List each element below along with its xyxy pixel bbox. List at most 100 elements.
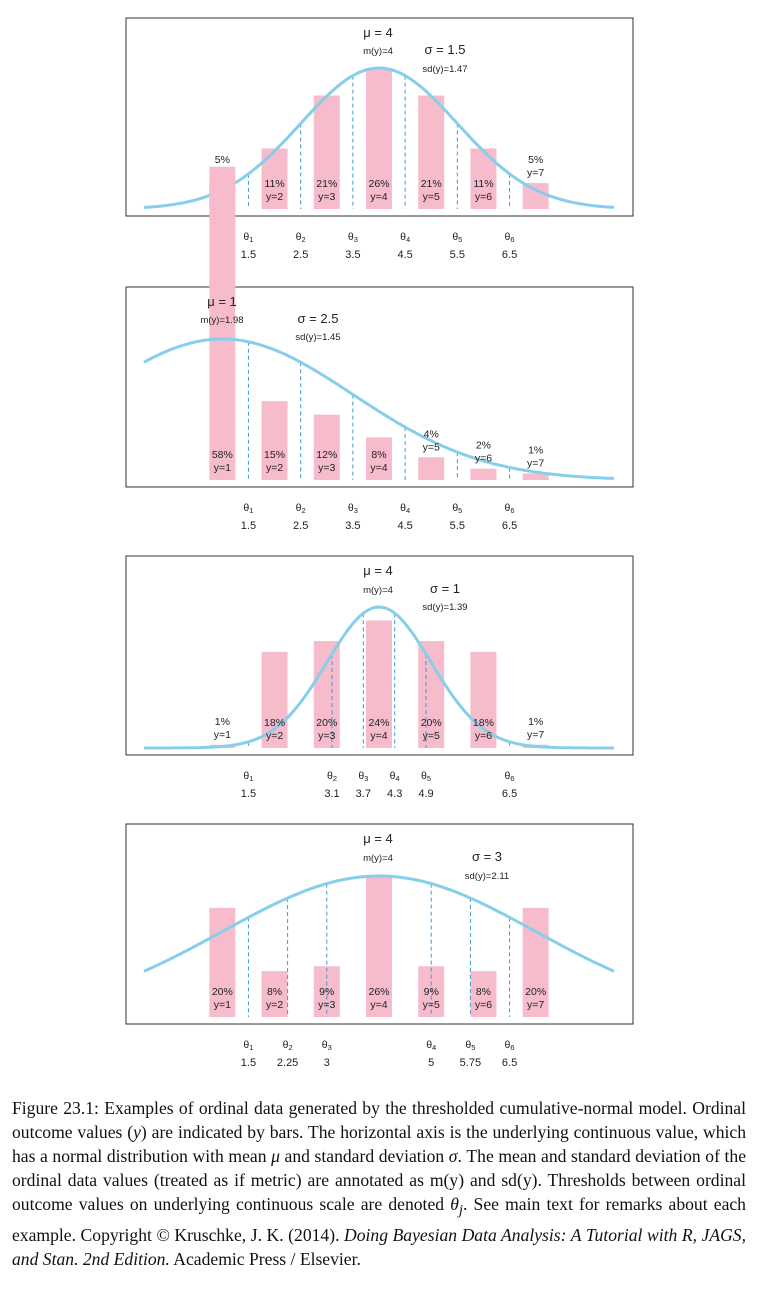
threshold-value-1: 1.5 xyxy=(241,520,256,532)
bar-y-label-y5: y=5 xyxy=(423,999,440,1011)
bar-pct-label-y4: 26% xyxy=(368,178,389,190)
caption-text-1: Figure 23.1: Examples of ordinal data ge… xyxy=(12,1098,746,1142)
sd-y-label: sd(y)=1.39 xyxy=(422,602,467,613)
bar-y5 xyxy=(418,457,445,480)
theta-label-5: θ5 xyxy=(465,1039,475,1052)
theta-label-2: θ2 xyxy=(327,770,337,783)
bar-y-label-y5: y=5 xyxy=(423,730,440,742)
bar-pct-label-y2: 18% xyxy=(264,717,285,729)
bar-y-label-y1: y=1 xyxy=(214,462,231,474)
bar-y7 xyxy=(522,473,549,480)
threshold-value-4: 5 xyxy=(428,1057,434,1069)
bar-y1 xyxy=(209,166,236,480)
bar-y-label-y4: y=4 xyxy=(370,730,387,742)
chart-panel-1: 5%y=111%y=221%y=326%y=421%y=511%y=65%y=7… xyxy=(125,17,634,261)
theta-label-5: θ5 xyxy=(452,231,462,244)
bar-y6 xyxy=(470,651,497,748)
theta-label-5: θ5 xyxy=(421,770,431,783)
normal-curve xyxy=(144,605,614,750)
threshold-value-2: 2.5 xyxy=(293,249,308,261)
bar-y6 xyxy=(470,971,497,1017)
bar-pct-label-y5: 9% xyxy=(424,986,439,998)
bar-y-label-y3: y=3 xyxy=(318,999,335,1011)
bar-pct-label-y1: 5% xyxy=(215,154,230,166)
bar-y4 xyxy=(366,437,392,480)
plot-frame xyxy=(125,823,634,1025)
bar-y-label-y3: y=3 xyxy=(318,730,335,742)
bar-y-label-y5: y=5 xyxy=(423,191,440,203)
threshold-value-1: 1.5 xyxy=(241,249,256,261)
bar-y-label-y6: y=6 xyxy=(475,191,492,203)
chart-panel-2: 58%y=115%y=212%y=38%y=44%y=5 2%y=61%y=7θ1… xyxy=(125,166,634,532)
bar-y2 xyxy=(261,651,288,748)
plot-frame xyxy=(125,555,634,756)
bar-y2 xyxy=(261,401,288,480)
theta-label-6: θ6 xyxy=(505,770,515,783)
threshold-value-4: 4.5 xyxy=(397,249,412,261)
bar-pct-label-y5: 20% xyxy=(421,717,442,729)
bar-y2 xyxy=(261,971,288,1017)
bar-y-label-y3: y=3 xyxy=(318,462,335,474)
plot-frame xyxy=(125,17,634,217)
bar-y-label-y2: y=2 xyxy=(266,999,283,1011)
threshold-value-1: 1.5 xyxy=(241,1057,256,1069)
theta-label-1: θ1 xyxy=(243,502,253,515)
bar-pct-label-y2: 8% xyxy=(267,986,282,998)
sd-y-label: sd(y)=1.45 xyxy=(295,332,340,343)
sigma-label: σ = 2.5 xyxy=(298,311,339,326)
threshold-value-1: 1.5 xyxy=(241,788,256,800)
bar-y-label-y2: y=2 xyxy=(266,191,283,203)
bar-y-label-y7: y=7 xyxy=(527,167,544,179)
bar-pct-label-y7: 1% xyxy=(528,445,543,457)
theta-label-4: θ4 xyxy=(400,231,410,244)
threshold-value-2: 2.5 xyxy=(293,520,308,532)
threshold-value-5: 5.5 xyxy=(450,249,465,261)
threshold-value-3: 3 xyxy=(324,1057,330,1069)
bar-y-label-y1: y=1 xyxy=(214,999,231,1011)
bar-y-label-y2: y=2 xyxy=(266,730,283,742)
bar-y-label-y2: y=2 xyxy=(266,462,283,474)
bar-pct-label-y2: 11% xyxy=(264,178,284,190)
bar-y3 xyxy=(313,414,340,480)
mu-label: μ = 4 xyxy=(363,25,393,40)
threshold-value-4: 4.3 xyxy=(387,788,402,800)
bar-y-label-y7: y=7 xyxy=(527,458,544,470)
bar-y-label-y4: y=4 xyxy=(370,999,387,1011)
threshold-value-4: 4.5 xyxy=(397,520,412,532)
bar-pct-label-y3: 9% xyxy=(319,986,334,998)
caption-text-4: . The mean and standard deviation of the… xyxy=(12,1146,747,1214)
threshold-value-3: 3.5 xyxy=(345,520,360,532)
sd-y-label: sd(y)=2.11 xyxy=(465,871,509,882)
mu-label: μ = 1 xyxy=(207,294,237,309)
sigma-label: σ = 1.5 xyxy=(425,42,466,57)
theta-label-6: θ6 xyxy=(505,502,515,515)
plot-frame xyxy=(125,286,634,488)
bar-pct-label-y1: 58% xyxy=(212,449,233,461)
threshold-value-6: 6.5 xyxy=(502,1057,517,1069)
theta-label-2: θ2 xyxy=(296,231,306,244)
theta-label-4: θ4 xyxy=(390,770,400,783)
threshold-value-6: 6.5 xyxy=(502,788,517,800)
bar-pct-label-y5: 21% xyxy=(421,178,442,190)
bar-y3 xyxy=(313,641,340,748)
bar-y5 xyxy=(418,95,445,209)
theta-label-4: θ4 xyxy=(400,502,410,515)
sd-y-label: sd(y)=1.47 xyxy=(422,64,467,75)
bar-pct-label-y4: 24% xyxy=(368,717,389,729)
mu-label: μ = 4 xyxy=(363,563,393,578)
bar-pct-label-y3: 20% xyxy=(316,717,337,729)
figure-panels: 5%y=111%y=221%y=326%y=421%y=511%y=65%y=7… xyxy=(125,17,634,1069)
normal-curve xyxy=(143,874,615,973)
theta-label-1: θ1 xyxy=(243,231,253,244)
threshold-value-2: 2.25 xyxy=(277,1057,298,1069)
bar-y-label-y6: y=6 xyxy=(475,730,492,742)
bar-y-label-y7: y=7 xyxy=(527,999,544,1011)
bar-pct-label-y7: 5% xyxy=(528,154,543,166)
theta-label-1: θ1 xyxy=(243,770,253,783)
bar-y-label-y4: y=4 xyxy=(370,191,387,203)
bar-pct-label-y6: 18% xyxy=(473,717,494,729)
chart-panel-4: 20%y=18%y=29%y=326%y=49%y=58%y=620%y=7θ1… xyxy=(125,823,634,1069)
theta-label-6: θ6 xyxy=(505,231,515,244)
bar-y-label-y5: y=5 xyxy=(423,441,440,453)
theta-label-6: θ6 xyxy=(505,1039,515,1052)
